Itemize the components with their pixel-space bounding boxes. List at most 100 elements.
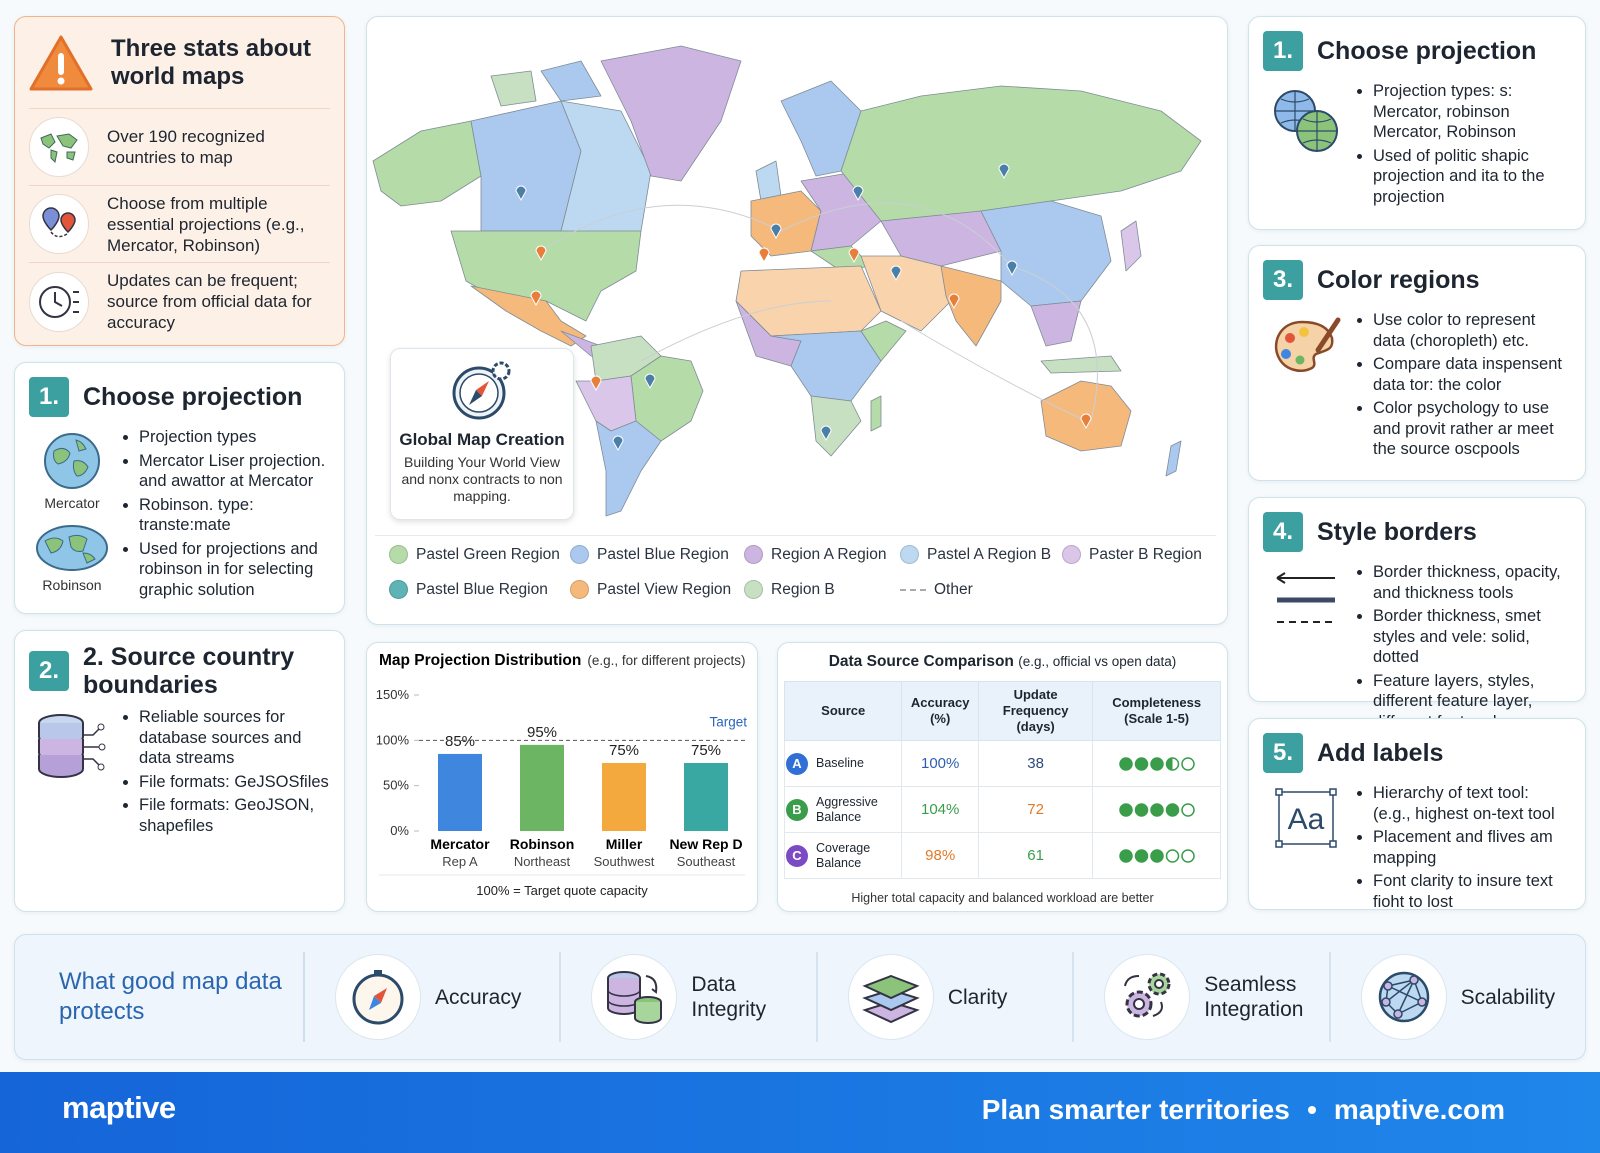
source-wrap: C Coverage Balance [786,841,900,871]
bullet: Use color to represent data (choropleth)… [1373,310,1571,351]
legend-swatch [389,580,408,599]
database-icon-part [38,714,106,778]
palette-icon-part [1299,327,1309,337]
data-table: Source Accuracy (%) Update Frequency (days… [783,681,1221,879]
step-number: 2. [29,651,69,691]
stat-text: Choose from multiple essential projectio… [107,193,305,255]
bullet: Color psychology to use and provit rathe… [1373,398,1571,460]
step-number: 1. [1263,31,1303,71]
protects-icon-part [634,1002,663,1024]
bullet: Placement and flives am mapping [1373,827,1571,868]
legend-item: Region B [744,580,900,599]
step-header: 3. Color regions [1263,258,1571,302]
protects-band: What good map data protects Accuracy Data … [14,934,1586,1060]
half-dot [1166,758,1173,771]
bullet: Used for projections and robinson in for… [139,539,330,601]
dot [1118,757,1133,771]
bullet: Hierarchy of text tool: (e.g., highest o… [1373,783,1571,824]
protects-icon-part [369,996,381,1010]
source-name: Aggressive Balance [816,794,878,824]
protects-icon-part [1408,975,1419,985]
stat-icon [29,271,89,332]
projection-icon-part [36,525,108,571]
label-icon-text: Aa [1288,803,1325,836]
dot [1149,849,1164,863]
frame-handle [1275,788,1283,796]
legend-item: Region A Region [744,545,900,564]
stat-icon [29,194,89,254]
completeness-rating [1118,757,1195,771]
legend-label: Region B [771,580,835,598]
map-card-text: Building Your World View and nonx contra… [401,454,563,504]
bar [684,763,728,831]
completeness-dots [1118,803,1195,817]
step-title: 2. Source country boundaries [83,643,295,699]
table-title-line: Data Source Comparison (e.g., official v… [784,653,1221,671]
source-cell: A Baseline [783,740,903,787]
stat-icon-part [60,212,76,234]
table-title: Data Source Comparison [828,653,1014,670]
warning-icon-part [58,52,64,75]
stat-text: Updates can be frequent; source from off… [107,271,312,332]
protects-item: Accuracy [305,952,562,1042]
legend-swatch [570,580,589,599]
completeness-cell [1092,832,1221,879]
step-header: 1. Choose projection [1263,29,1571,73]
completeness-dots [1118,757,1195,771]
protects-icon-part [352,970,404,1025]
dot [1134,803,1148,817]
projection-label: Mercator [44,495,100,511]
step-icons [29,707,115,839]
frequency-cell: 38 [977,740,1094,787]
protects-item: Scalability [1331,952,1585,1042]
step-header: 2. 2. Source country boundaries [29,643,330,699]
step-icons [1263,81,1349,210]
bar-chart: Map Projection Distribution (e.g., for di… [376,652,747,898]
x-tick-label: Mercator [430,836,490,852]
database-icon [35,711,109,781]
frame-handle [1329,788,1337,796]
legend-label: Pastel A Region B [927,545,1052,563]
legend-label: Other [934,580,973,598]
chart-title-line: Map Projection Distribution (e.g., for di… [379,652,745,669]
protects-icon [591,954,678,1040]
column-header: Completeness (Scale 1-5) [1092,681,1221,741]
source-cell: C Coverage Balance [783,832,903,879]
bullet-list: Projection types: s: Mercator, robinson … [1349,81,1571,210]
source-badge: B [786,798,808,821]
chart-footnote: 100% = Target quote capacity [476,883,648,898]
legend-item: Pastel A Region B [900,545,1062,564]
database-icon-part [98,743,106,751]
dot [1149,803,1164,817]
border-icon-part [1276,572,1335,584]
palette-icon-part [1274,317,1341,372]
protects-icon-part [862,1000,920,1024]
step-icons: Mercator Robinson [29,427,115,603]
x-tick-label: Robinson [510,836,575,852]
protects-label: Clarity [947,985,1008,1009]
completeness-rating [1118,849,1195,863]
header-row: Source Accuracy (%) Update Frequency (days… [783,681,1221,741]
protects-icon [847,954,934,1040]
dot [1134,757,1148,771]
x-tick-label: New Rep D [669,836,742,852]
footer: maptive Plan smarter territories maptive… [0,1072,1600,1153]
table-card: Data Source Comparison (e.g., official v… [777,642,1228,912]
bullet: Mercator Liser projection. and awattor a… [139,451,330,492]
step-title: Color regions [1317,266,1480,294]
step-body: Aa Hierarchy of text tool: (e.g., highest… [1263,783,1571,915]
source-wrap: A Baseline [786,752,900,775]
y-tick-label: 0% [390,823,409,838]
step-body: Use color to represent data (choropleth)… [1263,310,1571,463]
bullet: Reliable sources for database sources an… [139,707,330,769]
protects-label: Data Integrity [691,973,767,1021]
warning-icon-part [57,77,65,84]
legend-label: Pastel Blue Region [416,580,548,598]
bullet-list: Use color to represent data (choropleth)… [1349,310,1571,463]
stat-icon-part [73,290,79,313]
stat-icon-part [42,207,60,232]
value-label: 75% [609,742,639,759]
site-link[interactable]: maptive.com [1333,1094,1505,1125]
